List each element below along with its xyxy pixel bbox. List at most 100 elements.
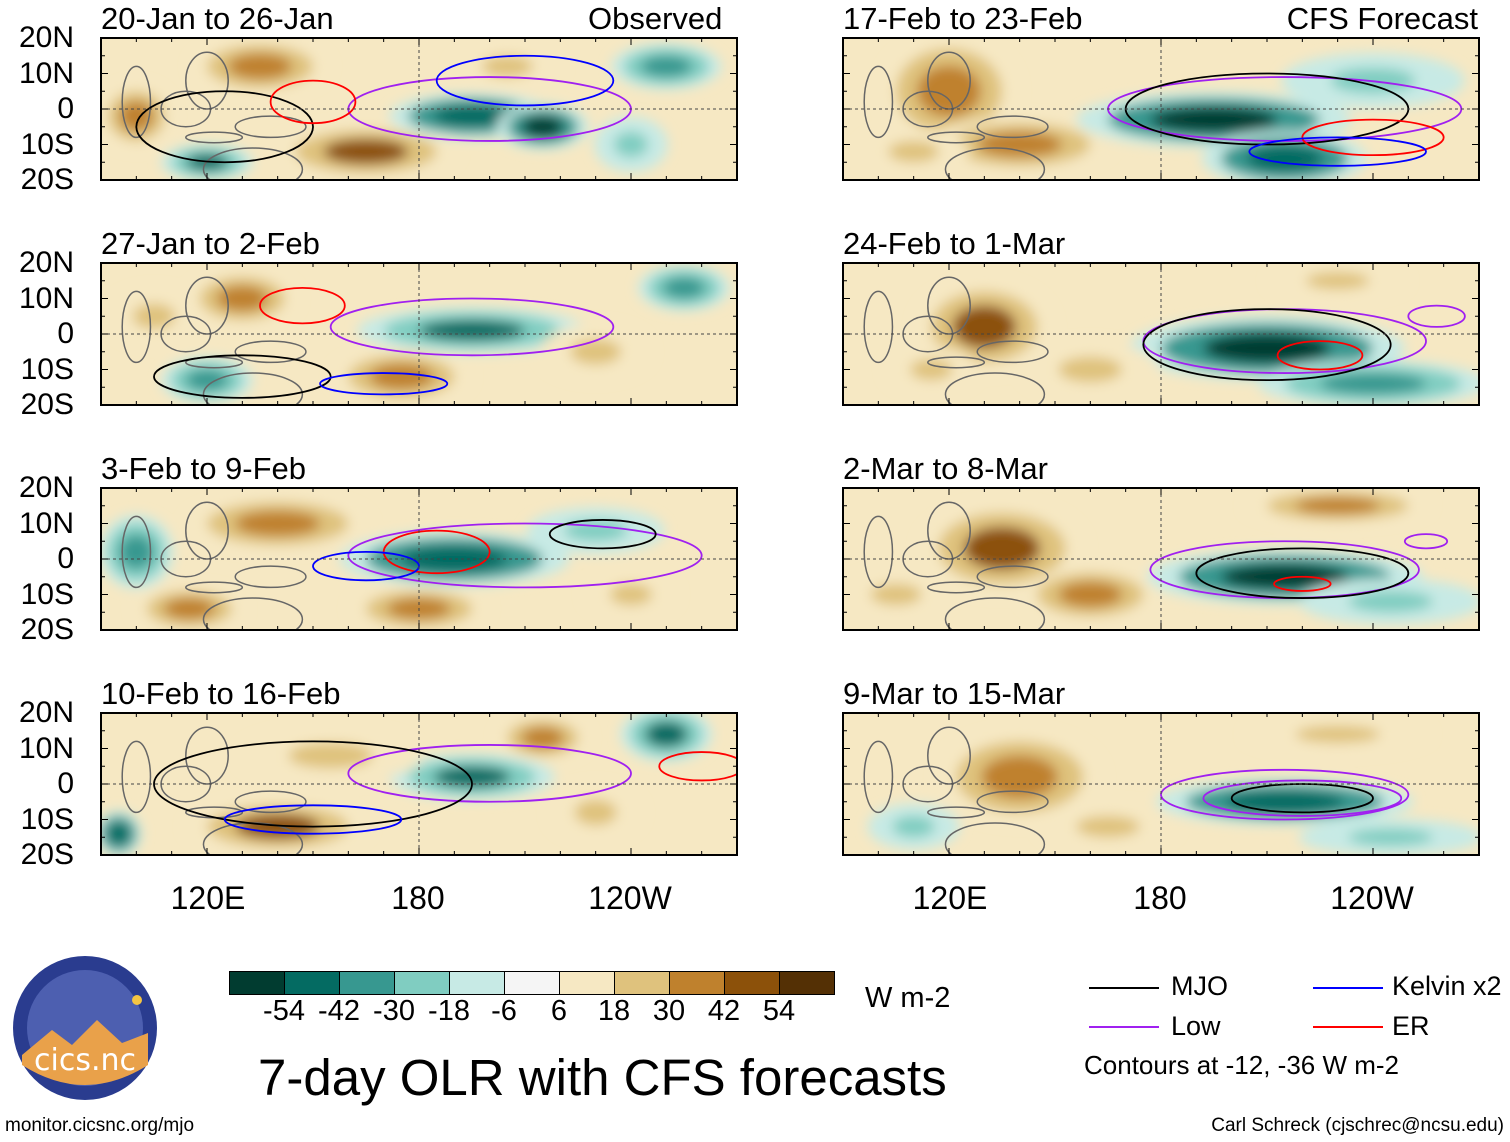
olr-anomaly-blob — [481, 55, 533, 78]
colorbar-swatch — [505, 972, 560, 994]
olr-map-panel — [842, 487, 1480, 631]
olr-map-panel — [842, 262, 1480, 406]
contour-mjo — [1195, 547, 1410, 599]
contour-er — [658, 751, 737, 782]
coastline — [927, 806, 986, 819]
panel-title: 27-Jan to 2-Feb — [101, 226, 320, 261]
contour-low — [329, 297, 615, 357]
legend-label-mjo: MJO — [1171, 971, 1228, 1001]
olr-anomaly-blob — [1348, 828, 1434, 846]
olr-map-panel — [100, 262, 738, 406]
olr-anomaly-blob — [433, 105, 511, 127]
panel-title: 17-Feb to 23-Feb — [843, 1, 1083, 36]
colorbar-label: 42 — [707, 995, 741, 1027]
lat-tick: 10N — [18, 56, 74, 90]
legend-label-kelvin: Kelvin x2 — [1392, 971, 1502, 1001]
coastline — [234, 565, 307, 589]
olr-anomaly-blob — [1295, 497, 1381, 515]
legend-label-low: Low — [1171, 1011, 1221, 1041]
lat-tick: 10S — [20, 802, 74, 836]
coastline — [121, 515, 152, 589]
coastline — [202, 372, 304, 405]
coastline — [121, 65, 152, 139]
olr-anomaly-blob — [910, 358, 953, 381]
lat-tick: 20N — [18, 246, 74, 279]
cics-logo: cics.nc — [13, 956, 157, 1100]
panel-title: 24-Feb to 1-Mar — [843, 226, 1066, 261]
contour-mjo — [548, 519, 657, 550]
colorbar-label: 54 — [762, 995, 796, 1027]
contour-low — [1160, 768, 1410, 821]
coastline — [976, 115, 1049, 139]
coastline — [202, 597, 304, 630]
contour-er — [1276, 340, 1364, 371]
lat-tick: 0 — [57, 767, 74, 800]
olr-anomaly-blob — [521, 727, 564, 749]
colorbar-swatch — [725, 972, 780, 994]
lat-tick: 20N — [18, 696, 74, 729]
coastline — [976, 340, 1049, 364]
olr-anomaly-blob — [288, 742, 374, 769]
lat-tick: 0 — [57, 542, 74, 575]
olr-anomaly-blob — [185, 369, 229, 391]
lat-tick: 10N — [18, 281, 74, 315]
panel-title: 3-Feb to 9-Feb — [101, 451, 307, 486]
lon-tick-180-right: 180 — [1133, 880, 1187, 916]
olr-anomaly-blob — [570, 338, 622, 365]
contour-low — [347, 522, 703, 589]
coastline — [927, 131, 986, 144]
colorbar-label: -6 — [491, 995, 517, 1027]
olr-anomaly-blob — [163, 598, 215, 620]
coastline — [185, 581, 244, 594]
colorbar-swatch — [780, 972, 834, 994]
olr-anomaly-blob — [1058, 581, 1123, 608]
colorbar-label: -18 — [428, 995, 470, 1027]
olr-anomaly-blob — [574, 799, 617, 826]
coastline — [944, 597, 1046, 630]
olr-anomaly-blob — [433, 766, 511, 788]
lat-tick: 20S — [20, 838, 74, 871]
panel-title: 2-Mar to 8-Mar — [843, 451, 1048, 486]
coastline — [234, 340, 307, 364]
coastline — [234, 790, 307, 814]
coastline — [202, 147, 304, 180]
olr-anomaly-blob — [609, 583, 653, 606]
olr-anomaly-blob — [870, 583, 922, 606]
panel-title: 20-Jan to 26-Jan — [101, 1, 334, 36]
olr-anomaly-blob — [521, 116, 564, 138]
olr-anomaly-blob — [1320, 373, 1426, 395]
olr-anomaly-blob — [888, 140, 940, 163]
colorbar-swatch — [285, 972, 340, 994]
colorbar-swatch — [395, 972, 450, 994]
contour-er — [269, 79, 357, 125]
contour-kelvin — [1248, 136, 1427, 167]
contour-low — [1403, 533, 1449, 550]
legend-label-er: ER — [1392, 1011, 1430, 1041]
lat-tick: 20S — [20, 613, 74, 646]
olr-anomaly-blob — [1305, 272, 1370, 290]
colorbar-swatch — [560, 972, 615, 994]
coastline — [927, 276, 971, 335]
lat-tick: 10S — [20, 352, 74, 386]
lon-tick-120w-left: 120W — [588, 880, 672, 916]
olr-map-panel — [100, 487, 738, 631]
olr-map-panel — [842, 37, 1480, 181]
svg-text:cics.nc: cics.nc — [34, 1043, 136, 1078]
colorbar-label: 18 — [597, 995, 631, 1027]
lat-tick: 10N — [18, 506, 74, 540]
colorbar — [229, 971, 835, 995]
coastline — [185, 51, 229, 110]
contour-kelvin — [435, 54, 615, 107]
lat-tick: 20S — [20, 388, 74, 421]
contour-low — [1407, 304, 1466, 328]
footer-url: monitor.cicsnc.org/mjo — [5, 1115, 195, 1136]
legend-line-kelvin — [1313, 987, 1383, 989]
lat-tick: 10S — [20, 127, 74, 161]
colorbar-swatch — [670, 972, 725, 994]
coastline — [185, 726, 229, 785]
contour-mjo — [1230, 783, 1374, 814]
olr-anomaly-blob — [119, 534, 154, 569]
colorbar-swatch — [450, 972, 505, 994]
olr-anomaly-blob — [1225, 791, 1345, 813]
olr-anomaly-blob — [981, 755, 1058, 799]
